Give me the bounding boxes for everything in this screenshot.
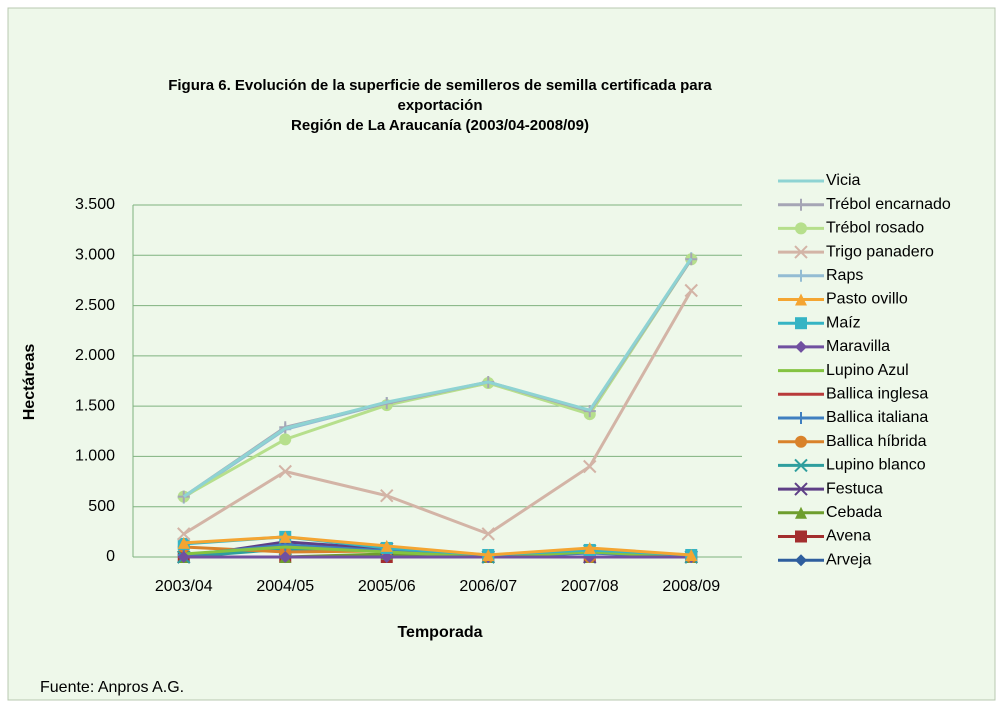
series-line: [183, 545, 692, 559]
data-point: [177, 527, 191, 541]
y-tick-label: 2.500: [75, 297, 115, 314]
y-tick-label: 3.000: [75, 247, 115, 264]
legend-label: Trébol encarnado: [826, 196, 951, 213]
data-point: [279, 530, 292, 543]
series-line: [182, 257, 693, 498]
chart-title: Figura 6. Evolución de la superficie de …: [168, 77, 712, 94]
x-tick-label: 2005/06: [358, 578, 416, 595]
legend-marker: [795, 293, 807, 306]
legend-label: Maravilla: [826, 338, 890, 355]
legend-label: Festuca: [826, 480, 883, 497]
data-point: [177, 551, 190, 563]
x-tick-label: 2003/04: [155, 578, 213, 595]
data-point: [482, 548, 495, 561]
legend-label: Cebada: [826, 504, 882, 521]
legend-label: Pasto ovillo: [826, 291, 908, 308]
data-point: [583, 541, 596, 554]
data-point: [279, 433, 292, 446]
data-point: [684, 283, 698, 298]
legend-label: Arveja: [826, 551, 871, 568]
x-tick-label: 2006/07: [459, 578, 517, 595]
chart-title: Región de La Araucanía (2003/04-2008/09): [291, 117, 589, 134]
legend-label: Raps: [826, 267, 863, 284]
legend-marker: [794, 482, 808, 496]
legend-label: Lupino blanco: [826, 457, 926, 474]
data-point: [380, 539, 393, 552]
x-tick-label: 2004/05: [256, 578, 314, 595]
y-tick-label: 0: [106, 548, 115, 565]
data-point: [685, 548, 698, 561]
data-point: [279, 551, 292, 563]
legend-marker: [795, 506, 807, 519]
data-point: [380, 551, 393, 563]
data-point: [177, 536, 190, 549]
y-tick-label: 2.000: [75, 347, 115, 364]
chart-background: [7, 7, 996, 701]
y-tick-label: 500: [88, 498, 115, 515]
y-axis-title: Hectáreas: [21, 344, 38, 421]
data-point: [481, 527, 495, 541]
legend-marker: [795, 530, 807, 543]
data-point: [583, 459, 597, 474]
legend-label: Trébol rosado: [826, 220, 924, 237]
legend-label: Vicia: [826, 172, 860, 189]
legend-marker: [794, 245, 808, 259]
series-line: [183, 535, 692, 557]
series-line: [182, 289, 693, 536]
legend-marker: [795, 317, 807, 330]
legend-label: Trigo panadero: [826, 243, 934, 260]
legend-marker: [795, 554, 807, 567]
legend-label: Ballica italiana: [826, 409, 928, 426]
x-tick-label: 2008/09: [662, 578, 720, 595]
legend-label: Lupino Azul: [826, 362, 909, 379]
data-point: [278, 464, 292, 479]
legend-marker: [795, 198, 807, 211]
y-tick-label: 1.000: [75, 448, 115, 465]
legend-marker: [794, 458, 808, 473]
y-tick-label: 3.500: [75, 196, 115, 213]
legend-marker: [795, 435, 807, 448]
legend-marker: [795, 222, 807, 235]
legend-label: Ballica inglesa: [826, 386, 928, 403]
legend-label: Avena: [826, 528, 871, 545]
legend-marker: [795, 412, 807, 424]
legend-label: Maíz: [826, 314, 861, 331]
legend-label: Ballica híbrida: [826, 433, 927, 450]
x-axis-title: Temporada: [397, 624, 482, 641]
legend-marker: [795, 269, 807, 282]
data-point: [380, 488, 394, 503]
y-tick-label: 1.500: [75, 397, 115, 414]
legend-marker: [795, 340, 807, 353]
x-tick-label: 2007/08: [561, 578, 619, 595]
source-note: Fuente: Anpros A.G.: [40, 679, 184, 696]
chart-title: exportación: [397, 97, 482, 114]
